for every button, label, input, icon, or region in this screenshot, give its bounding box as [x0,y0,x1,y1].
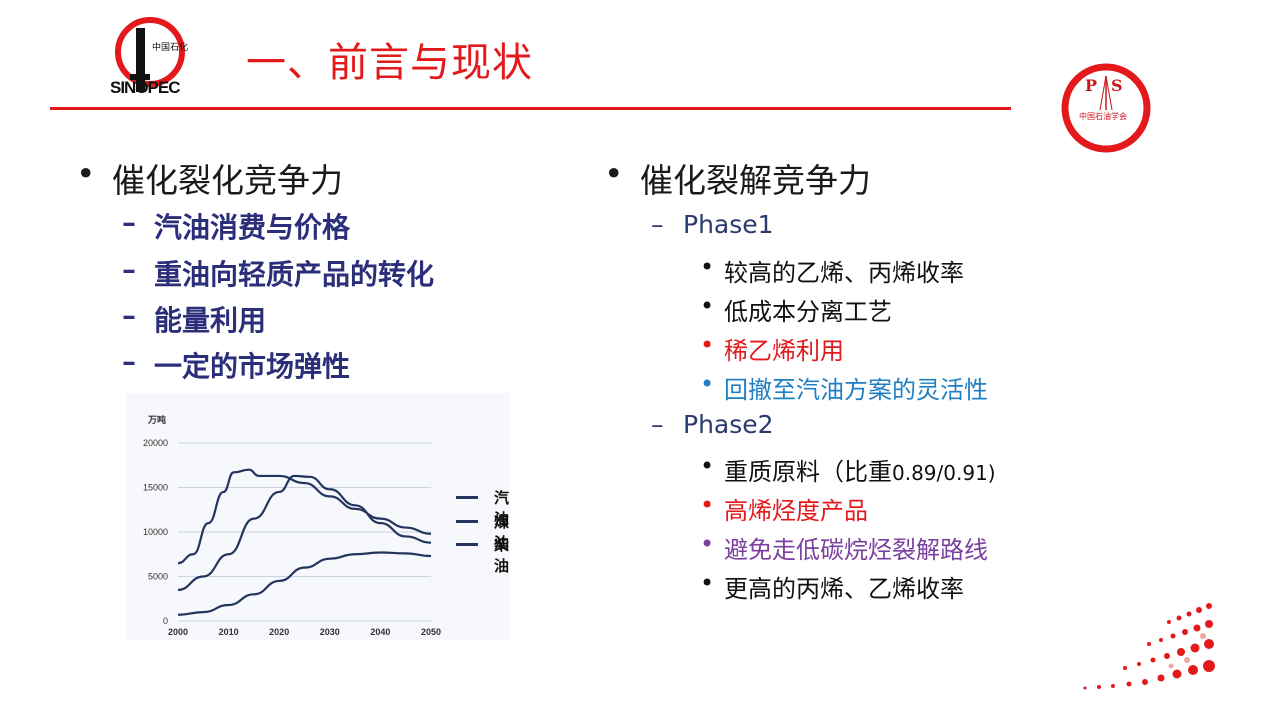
dash-marker: – [122,345,136,378]
x-tick-label: 2020 [269,627,289,637]
left-item: – 重油向轻质产品的转化 [122,253,435,293]
phase1-text: Phase1 [683,210,774,239]
phase-bullet-item: • 低成本分离工艺 [700,292,892,327]
sinopec-cn-name: 中国石化 [152,43,189,53]
right-heading-text: 催化裂解竞争力 [640,161,871,200]
legend-item: 柴油 [494,536,510,575]
phase-bullet-text: 稀乙烯利用 [724,337,844,365]
bullet-dot: • [76,154,96,193]
phase2-label: – Phase2 [651,410,774,439]
bullet-dot: • [700,530,715,558]
y-tick-label: 5000 [148,572,168,582]
bullet-dot: • [700,370,715,398]
left-item: – 能量利用 [122,299,267,339]
left-item: – 一定的市场弹性 [122,345,351,385]
legend-swatch [456,543,478,546]
phase-bullet-text: 更高的丙烯、乙烯收率 [724,575,964,603]
phase-bullet-text: 避免走低碳烷烃裂解路线 [724,536,988,564]
ps-emblem [1061,63,1151,153]
left-item-text: 能量利用 [154,304,267,337]
bullet-dot: • [700,569,715,597]
left-item-text: 重油向轻质产品的转化 [154,258,435,291]
phase-bullet-item: • 高烯烃度产品 [700,491,868,526]
bullet-dot: • [700,292,715,320]
sinopec-wordmark: SINOPEC [110,78,181,97]
series-line [177,474,432,591]
dash-marker: – [122,253,136,286]
page-title: 一、前言与现状 [246,40,533,86]
dash-marker: – [122,299,136,332]
x-tick-label: 2050 [421,627,441,637]
series-line [177,551,432,616]
phase-bullet-item: • 更高的丙烯、乙烯收率 [700,569,964,604]
phase-bullet-text: 高烯烃度产品 [724,497,868,525]
dash-marker: – [651,210,664,239]
left-item-text: 一定的市场弹性 [154,350,351,383]
dash-marker: – [122,206,136,239]
y-tick-label: 10000 [143,527,168,537]
phase-bullet-item: • 较高的乙烯、丙烯收率 [700,253,964,288]
phase-bullet-item: • 回撤至汽油方案的灵活性 [700,370,988,405]
left-heading: • 催化裂化竞争力 [76,154,343,202]
legend-item: 汽油 [494,489,510,528]
decorative-dot-pattern [1083,603,1215,690]
y-tick-label: 0 [163,616,168,626]
phase-bullet-text: 低成本分离工艺 [724,298,892,326]
phase2-text: Phase2 [683,410,774,439]
bullet-dot: • [700,491,715,519]
phase-bullet-item: • 避免走低碳烷烃裂解路线 [700,530,988,565]
left-heading-text: 催化裂化竞争力 [112,161,343,200]
bullet-dot: • [700,253,715,281]
sinopec-logo: SINOPEC 中国石化 [106,14,190,100]
phase-bullet-text: 回撤至汽油方案的灵活性 [724,376,988,404]
legend-swatch [456,496,478,499]
y-tick-label: 15000 [143,483,168,493]
dash-marker: – [651,410,664,439]
x-tick-label: 2040 [370,627,390,637]
y-tick-label: 20000 [143,438,168,448]
sinopec-emblem [115,17,185,92]
title-divider [50,107,1011,110]
x-tick-label: 2030 [320,627,340,637]
demand-chart: 0 5000 10000 15000 20000 2000 2010 2020 2030 2040… [126,393,510,640]
legend-swatch [456,520,478,523]
bullet-dot: • [700,331,715,359]
phase1-label: – Phase1 [651,210,774,239]
ps-cn-name: 中国石油学会 [1079,112,1127,121]
right-heading: • 催化裂解竞争力 [604,154,871,202]
phase-bullet-text: 较高的乙烯、丙烯收率 [724,259,964,287]
phase-bullet-text: 重质原料（比重 [724,458,892,486]
phase-bullet-suffix: 0.89/0.91) [892,461,996,485]
left-item-text: 汽油消费与价格 [154,211,351,244]
phase-bullet-item: • 稀乙烯利用 [700,331,844,366]
x-tick-label: 2000 [168,627,188,637]
series-line [177,468,432,565]
y-axis-label: 万吨 [147,414,166,426]
ps-letters: PS [1085,76,1137,95]
legend-item: 煤油 [494,513,510,552]
bullet-dot: • [700,452,715,480]
bullet-dot: • [604,154,624,193]
left-item: – 汽油消费与价格 [122,206,351,246]
demand-chart-svg: 0 5000 10000 15000 20000 2000 2010 2020 2030 2040… [143,414,441,637]
x-tick-label: 2010 [219,627,239,637]
phase-bullet-item: • 重质原料（比重0.89/0.91) [700,452,996,487]
